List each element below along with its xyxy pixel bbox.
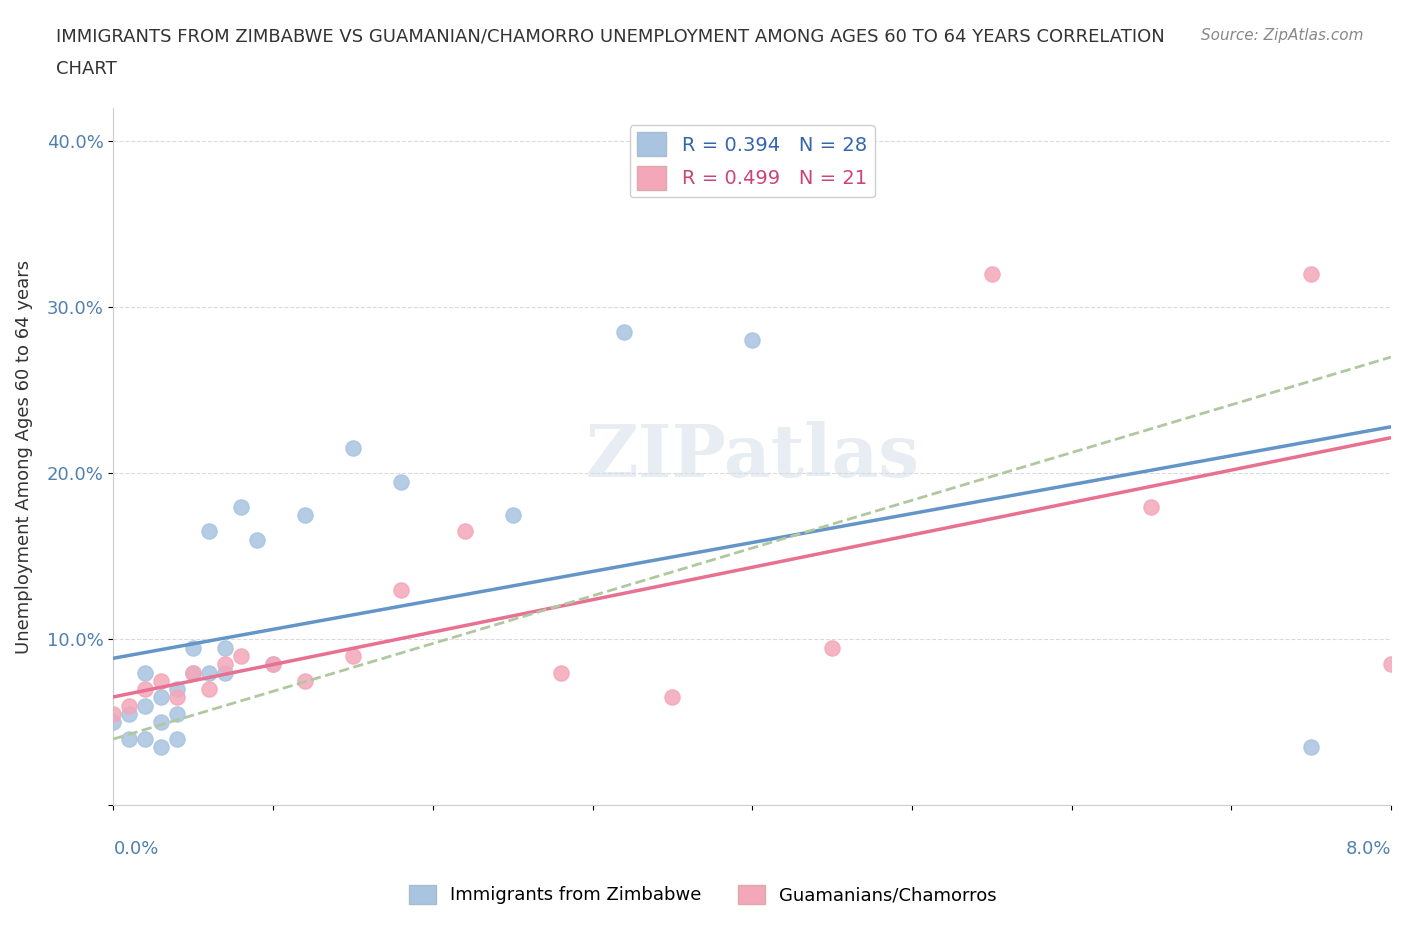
Point bbox=[262, 657, 284, 671]
Point bbox=[1301, 740, 1323, 755]
Point bbox=[214, 665, 236, 680]
Point bbox=[231, 648, 253, 663]
Point bbox=[246, 532, 269, 547]
Point bbox=[389, 474, 412, 489]
Point bbox=[134, 698, 156, 713]
Point bbox=[198, 665, 221, 680]
Point bbox=[1140, 499, 1163, 514]
Point bbox=[294, 508, 316, 523]
Point bbox=[613, 325, 636, 339]
Point bbox=[980, 267, 1002, 282]
Legend: R = 0.394   N = 28, R = 0.499   N = 21: R = 0.394 N = 28, R = 0.499 N = 21 bbox=[630, 125, 875, 197]
Point bbox=[166, 732, 188, 747]
Point bbox=[150, 715, 173, 730]
Point bbox=[214, 657, 236, 671]
Text: Source: ZipAtlas.com: Source: ZipAtlas.com bbox=[1201, 28, 1364, 43]
Point bbox=[1379, 657, 1402, 671]
Point bbox=[118, 732, 141, 747]
Text: ZIPatlas: ZIPatlas bbox=[585, 421, 920, 492]
Point bbox=[103, 715, 125, 730]
Point bbox=[150, 740, 173, 755]
Point bbox=[661, 690, 683, 705]
Point bbox=[389, 582, 412, 597]
Point bbox=[183, 665, 205, 680]
Point bbox=[454, 524, 477, 538]
Point bbox=[134, 665, 156, 680]
Point bbox=[134, 682, 156, 697]
Point bbox=[550, 665, 572, 680]
Point bbox=[118, 707, 141, 722]
Point bbox=[150, 690, 173, 705]
Point bbox=[166, 682, 188, 697]
Point bbox=[231, 499, 253, 514]
Point bbox=[166, 690, 188, 705]
Point bbox=[342, 648, 364, 663]
Y-axis label: Unemployment Among Ages 60 to 64 years: Unemployment Among Ages 60 to 64 years bbox=[15, 259, 32, 654]
Point bbox=[150, 673, 173, 688]
Point bbox=[262, 657, 284, 671]
Point bbox=[103, 707, 125, 722]
Legend: Immigrants from Zimbabwe, Guamanians/Chamorros: Immigrants from Zimbabwe, Guamanians/Cha… bbox=[402, 878, 1004, 911]
Point bbox=[118, 698, 141, 713]
Point bbox=[821, 640, 844, 655]
Point bbox=[1301, 267, 1323, 282]
Point bbox=[183, 665, 205, 680]
Point bbox=[198, 682, 221, 697]
Text: CHART: CHART bbox=[56, 60, 117, 78]
Point bbox=[214, 640, 236, 655]
Text: IMMIGRANTS FROM ZIMBABWE VS GUAMANIAN/CHAMORRO UNEMPLOYMENT AMONG AGES 60 TO 64 : IMMIGRANTS FROM ZIMBABWE VS GUAMANIAN/CH… bbox=[56, 28, 1166, 46]
Point bbox=[294, 673, 316, 688]
Point bbox=[198, 524, 221, 538]
Point bbox=[183, 640, 205, 655]
Point bbox=[342, 441, 364, 456]
Point bbox=[166, 707, 188, 722]
Point bbox=[134, 732, 156, 747]
Point bbox=[502, 508, 524, 523]
Text: 8.0%: 8.0% bbox=[1346, 841, 1391, 858]
Text: 0.0%: 0.0% bbox=[114, 841, 159, 858]
Point bbox=[741, 333, 763, 348]
